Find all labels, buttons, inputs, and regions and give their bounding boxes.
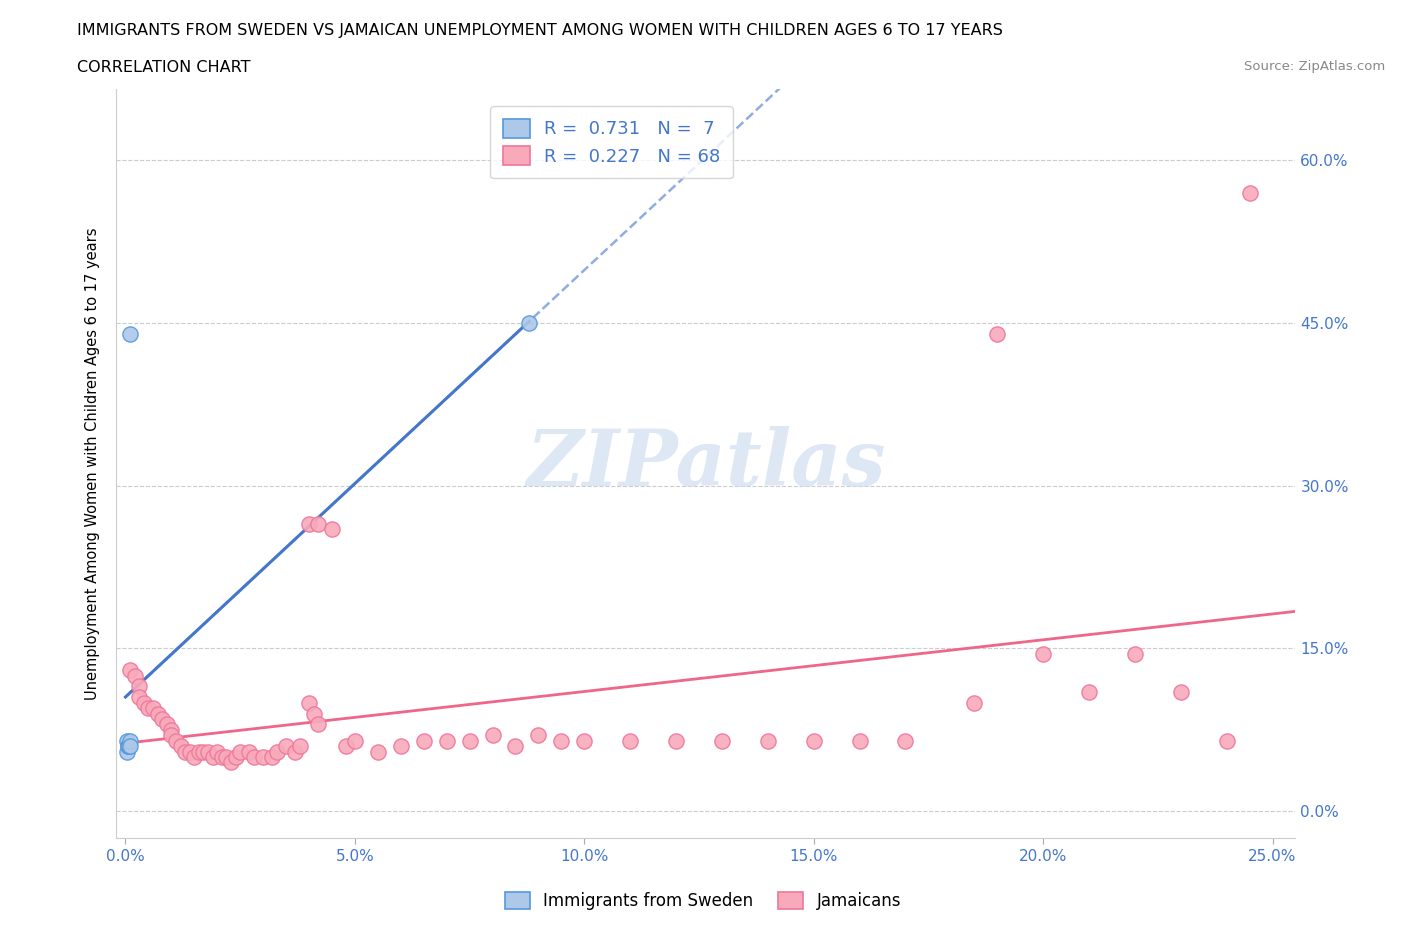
Point (1032, 646, 1054, 661)
Point (193, 744, 215, 759)
Point (710, 733, 733, 748)
Point (124, 668, 146, 683)
Point (335, 738, 357, 753)
Point (117, 738, 139, 753)
Point (389, 738, 412, 753)
Point (115, 744, 138, 759)
Point (187, 744, 209, 759)
Point (243, 750, 266, 764)
Point (138, 700, 160, 715)
Point (288, 738, 311, 753)
Point (118, 738, 141, 753)
Point (128, 690, 150, 705)
Point (118, 733, 141, 748)
Point (307, 516, 329, 531)
Point (169, 738, 191, 753)
Point (165, 733, 187, 748)
Point (1123, 646, 1146, 661)
Point (343, 733, 366, 748)
Point (963, 696, 986, 711)
Point (481, 728, 503, 743)
Point (756, 733, 779, 748)
Point (412, 733, 434, 748)
Point (160, 728, 183, 743)
Point (1078, 684, 1101, 699)
Text: ZIPatlas: ZIPatlas (526, 426, 886, 502)
Point (160, 723, 183, 737)
Point (179, 744, 201, 759)
Point (117, 738, 139, 753)
Point (118, 738, 141, 753)
Point (665, 733, 688, 748)
Point (986, 326, 1008, 341)
Point (156, 717, 179, 732)
Point (211, 750, 233, 764)
Point (619, 733, 641, 748)
Point (262, 750, 284, 764)
Point (574, 733, 596, 748)
Point (458, 733, 481, 748)
Point (803, 733, 825, 748)
Text: Source: ZipAtlas.com: Source: ZipAtlas.com (1244, 60, 1385, 73)
Point (848, 733, 870, 748)
Point (115, 733, 138, 748)
Point (183, 750, 205, 764)
Point (174, 744, 197, 759)
Text: IMMIGRANTS FROM SWEDEN VS JAMAICAN UNEMPLOYMENT AMONG WOMEN WITH CHILDREN AGES 6: IMMIGRANTS FROM SWEDEN VS JAMAICAN UNEMP… (77, 23, 1004, 38)
Point (142, 700, 165, 715)
Point (118, 326, 141, 341)
Point (118, 663, 141, 678)
Point (238, 744, 260, 759)
Point (219, 755, 242, 770)
Point (252, 750, 274, 764)
Point (1239, 185, 1261, 200)
Point (894, 733, 917, 748)
Point (205, 744, 228, 759)
Point (229, 744, 252, 759)
Point (1170, 684, 1192, 699)
Point (266, 744, 288, 759)
Point (367, 744, 389, 759)
Text: CORRELATION CHART: CORRELATION CHART (77, 60, 250, 75)
Point (550, 733, 572, 748)
Point (307, 717, 329, 732)
Point (197, 744, 219, 759)
Point (298, 516, 321, 531)
Point (201, 750, 224, 764)
Point (321, 522, 343, 537)
Point (1215, 733, 1237, 748)
Point (274, 738, 297, 753)
Legend: R =  0.731   N =  7, R =  0.227   N = 68: R = 0.731 N = 7, R = 0.227 N = 68 (491, 106, 733, 179)
Point (436, 733, 458, 748)
Point (128, 679, 150, 694)
Point (215, 750, 238, 764)
Point (298, 696, 321, 711)
Point (146, 706, 169, 721)
Point (517, 315, 540, 330)
Point (225, 750, 247, 764)
Y-axis label: Unemployment Among Women with Children Ages 6 to 17 years: Unemployment Among Women with Children A… (86, 228, 100, 700)
Legend: Immigrants from Sweden, Jamaicans: Immigrants from Sweden, Jamaicans (498, 885, 908, 917)
Point (527, 728, 550, 743)
Point (150, 711, 173, 726)
Point (505, 738, 527, 753)
Point (132, 696, 155, 711)
Point (284, 744, 307, 759)
Point (302, 706, 325, 721)
